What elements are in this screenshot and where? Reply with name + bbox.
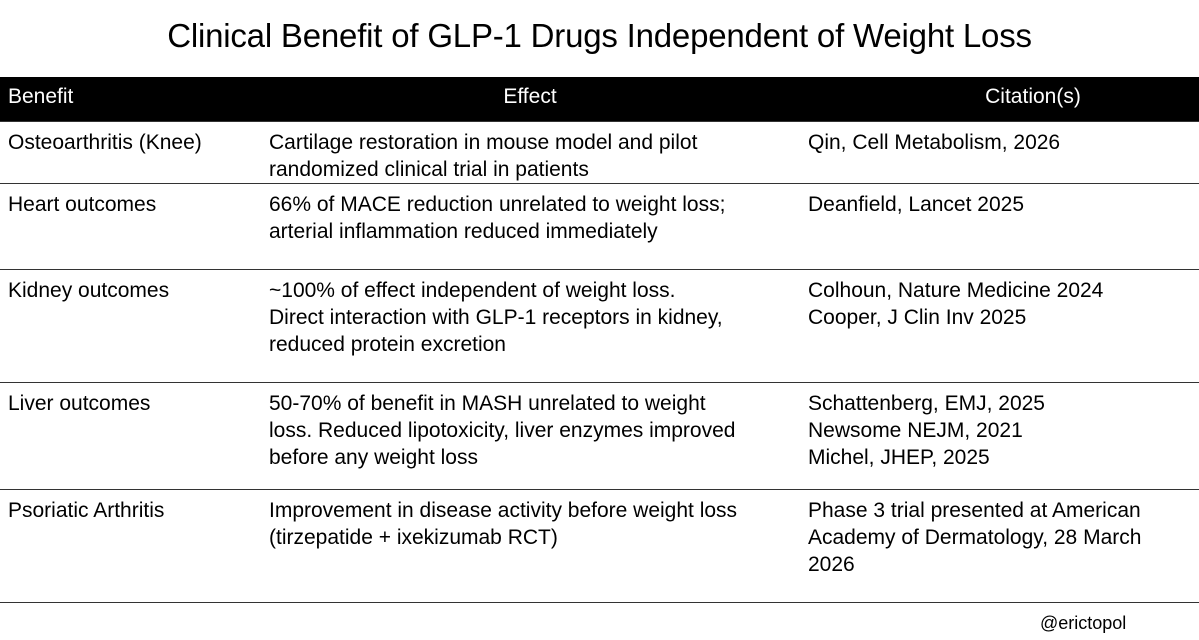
table-row: Osteoarthritis (Knee) Cartilage restorat…	[0, 121, 1199, 183]
benefit-cell: Osteoarthritis (Knee)	[8, 131, 202, 154]
effect-cell: 50-70% of benefit in MASH unrelated to w…	[269, 390, 799, 471]
citation-line: Cooper, J Clin Inv 2025	[808, 306, 1027, 329]
citation-cell: Colhoun, Nature Medicine 2024 Cooper, J …	[808, 277, 1193, 331]
citation-cell: Deanfield, Lancet 2025	[808, 191, 1193, 218]
citation-line: Qin, Cell Metabolism, 2026	[808, 131, 1061, 154]
effect-line: 66% of MACE reduction unrelated to weigh…	[269, 193, 726, 216]
benefit-cell: Liver outcomes	[8, 392, 151, 415]
column-header-benefit: Benefit	[8, 85, 74, 108]
table-row: Kidney outcomes ~100% of effect independ…	[0, 269, 1199, 382]
effect-line: reduced protein excretion	[269, 333, 506, 356]
table-row: Psoriatic Arthritis Improvement in disea…	[0, 489, 1199, 602]
effect-cell: Improvement in disease activity before w…	[269, 497, 799, 551]
table-row: Heart outcomes 66% of MACE reduction unr…	[0, 183, 1199, 269]
citation-line: Colhoun, Nature Medicine 2024	[808, 279, 1104, 302]
effect-line: Improvement in disease activity before w…	[269, 499, 738, 522]
effect-line: loss. Reduced lipotoxicity, liver enzyme…	[269, 419, 736, 442]
benefit-cell: Psoriatic Arthritis	[8, 499, 165, 522]
table-row: Liver outcomes 50-70% of benefit in MASH…	[0, 382, 1199, 489]
effect-line: Cartilage restoration in mouse model and…	[269, 131, 698, 154]
effect-line: (tirzepatide + ixekizumab RCT)	[269, 526, 558, 549]
citation-line: Schattenberg, EMJ, 2025	[808, 392, 1045, 415]
effect-line: 50-70% of benefit in MASH unrelated to w…	[269, 392, 706, 415]
author-handle: @erictopol	[1040, 613, 1127, 633]
effect-line: Direct interaction with GLP-1 receptors …	[269, 306, 723, 329]
effect-cell: Cartilage restoration in mouse model and…	[269, 129, 799, 183]
effect-line: randomized clinical trial in patients	[269, 158, 589, 181]
citation-cell: Schattenberg, EMJ, 2025 Newsome NEJM, 20…	[808, 390, 1193, 471]
page-title: Clinical Benefit of GLP-1 Drugs Independ…	[167, 17, 1032, 54]
citation-line: Phase 3 trial presented at American	[808, 499, 1141, 522]
effect-cell: ~100% of effect independent of weight lo…	[269, 277, 799, 358]
citation-cell: Phase 3 trial presented at American Acad…	[808, 497, 1193, 578]
effect-line: ~100% of effect independent of weight lo…	[269, 279, 676, 302]
benefit-cell: Heart outcomes	[8, 193, 157, 216]
citation-line: Deanfield, Lancet 2025	[808, 193, 1024, 216]
effect-line: arterial inflammation reduced immediatel…	[269, 220, 658, 243]
column-header-citation: Citation(s)	[985, 85, 1081, 108]
citation-line: Michel, JHEP, 2025	[808, 446, 990, 469]
benefit-cell: Kidney outcomes	[8, 279, 170, 302]
effect-line: before any weight loss	[269, 446, 478, 469]
column-header-effect: Effect	[503, 85, 557, 108]
table-header: Benefit Effect Citation(s)	[0, 77, 1199, 121]
effect-cell: 66% of MACE reduction unrelated to weigh…	[269, 191, 799, 245]
citation-line: 2026	[808, 553, 855, 576]
citation-line: Academy of Dermatology, 28 March	[808, 526, 1142, 549]
benefit-table: Benefit Effect Citation(s) Osteoarthriti…	[0, 77, 1199, 603]
citation-cell: Qin, Cell Metabolism, 2026	[808, 129, 1193, 156]
citation-line: Newsome NEJM, 2021	[808, 419, 1023, 442]
